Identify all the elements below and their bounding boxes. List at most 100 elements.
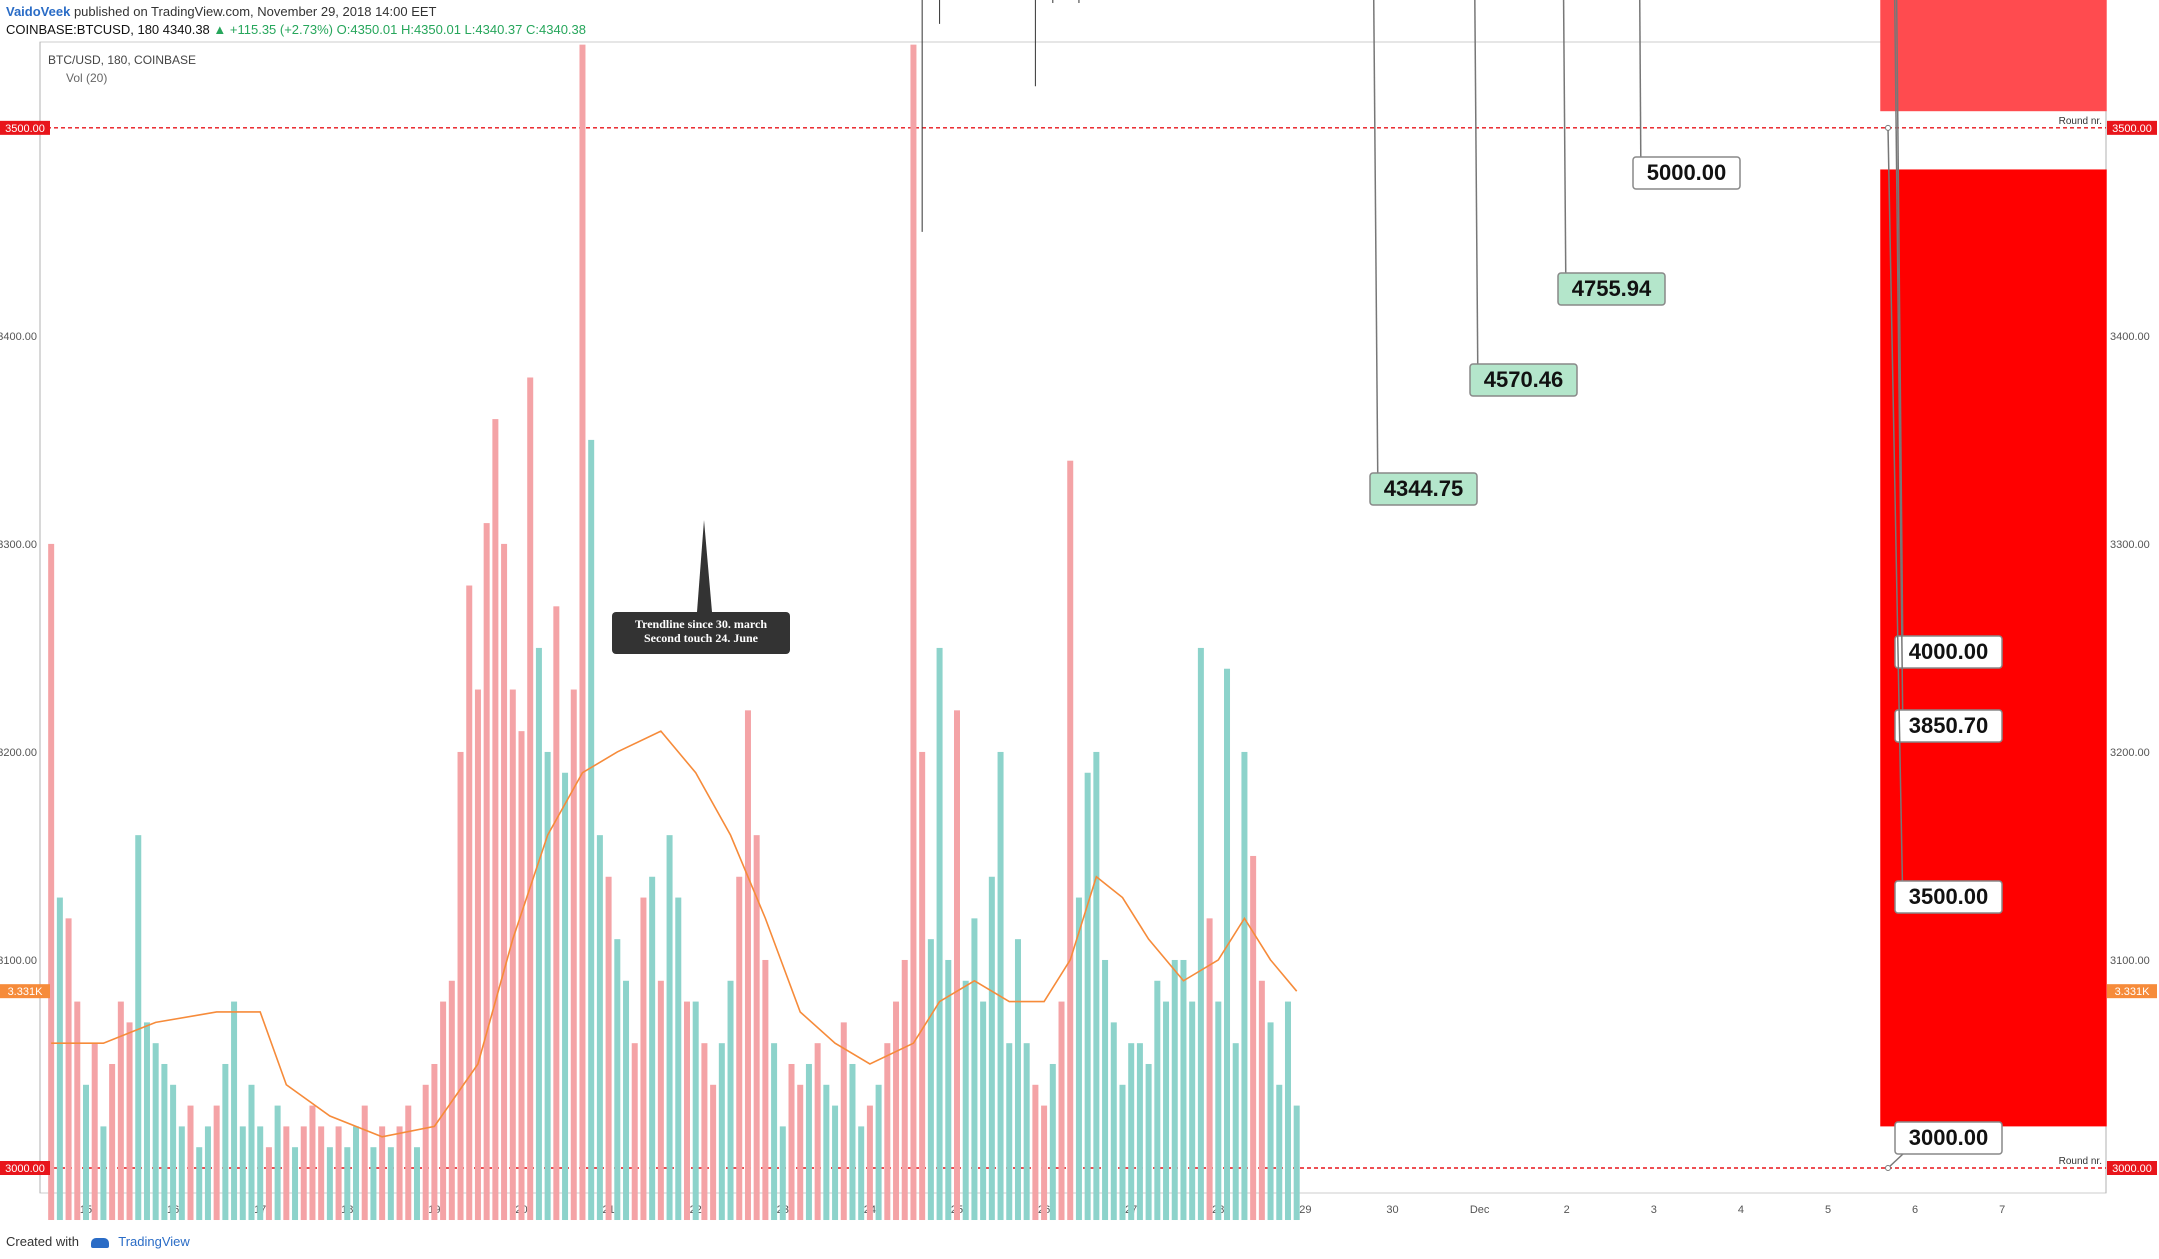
y-tick-label-left: 3100.00 [0, 955, 37, 967]
volume-bar [1206, 918, 1213, 1221]
tradingview-link[interactable]: TradingView [118, 1234, 190, 1249]
author-link[interactable]: VaidoVeek [6, 4, 71, 19]
callout-value: 4570.46 [1484, 367, 1564, 392]
volume-bar [596, 835, 603, 1221]
volume-bar [840, 1022, 847, 1221]
volume-bar [718, 1043, 725, 1221]
callout-box [1632, 156, 1741, 190]
x-tick-label: 2 [1564, 1204, 1570, 1216]
price-tag-right-bg [2107, 984, 2157, 999]
y-tick-label-right: 3200.00 [2110, 747, 2150, 759]
volume-bar [527, 377, 534, 1221]
volume-bar [379, 1126, 386, 1221]
chart-header: VaidoVeek published on TradingView.com, … [0, 0, 2159, 42]
volume-bar [1136, 1043, 1143, 1221]
volume-bar [945, 959, 952, 1221]
callout-box [1894, 1121, 2003, 1155]
volume-bar [901, 959, 908, 1221]
volume-pane-label: Vol (20) [66, 71, 107, 85]
tradingview-logo-icon [90, 1237, 109, 1248]
y-tick-label-right: 3100.00 [2110, 955, 2150, 967]
y-tick-label-left: 3400.00 [0, 331, 37, 343]
volume-bar [1284, 1001, 1291, 1221]
volume-bar [1171, 959, 1178, 1221]
price-tag-right: 3000.00 [2112, 1163, 2152, 1175]
volume-bar [126, 1022, 133, 1221]
volume-bar [710, 1084, 717, 1221]
price-tag-right-bg [2107, 120, 2157, 135]
volume-bar [1224, 668, 1231, 1221]
symbol-line: COINBASE:BTCUSD, 180 4340.38 ▲ +115.35 (… [6, 22, 586, 37]
volume-bar [805, 1063, 812, 1221]
volume-bar [231, 1001, 238, 1221]
volume-bar [135, 835, 142, 1221]
callout-pointer [1895, 0, 1904, 669]
volume-bar [1084, 772, 1091, 1221]
volume-bar [1293, 1105, 1300, 1221]
volume-bar [483, 523, 490, 1221]
volume-bar [117, 1001, 124, 1221]
volume-bar [335, 1126, 342, 1221]
price-tag-right: 3500.00 [2112, 123, 2152, 135]
volume-bar [832, 1105, 839, 1221]
volume-bar [736, 876, 743, 1221]
volume-bar [222, 1063, 229, 1221]
volume-bar [318, 1126, 325, 1221]
volume-bar [1032, 1084, 1039, 1221]
price-tag-left: 3500.00 [5, 123, 45, 135]
volume-bar [1058, 1001, 1065, 1221]
volume-bar [300, 1126, 307, 1221]
volume-bar [657, 980, 664, 1221]
volume-bar [562, 772, 569, 1221]
volume-bar [492, 419, 499, 1221]
volume-bar [100, 1126, 107, 1221]
volume-bar [1014, 939, 1021, 1221]
publish-line: VaidoVeek published on TradingView.com, … [6, 4, 437, 19]
volume-bar [605, 876, 612, 1221]
volume-bar [1250, 855, 1257, 1221]
volume-bar [866, 1105, 873, 1221]
symbol-label: COINBASE:BTCUSD, 180 [6, 22, 160, 37]
volume-bar [1119, 1084, 1126, 1221]
volume-bar [1267, 1022, 1274, 1221]
volume-bar [1075, 897, 1082, 1221]
volume-bar [675, 897, 682, 1221]
volume-bar [1276, 1084, 1283, 1221]
callout-value: 3000.00 [1909, 1125, 1989, 1150]
volume-bar [988, 876, 995, 1221]
price-tag-left-bg [0, 1161, 50, 1175]
x-tick-label: 29 [1299, 1204, 1311, 1216]
y-tick-label-right: 3300.00 [2110, 539, 2150, 551]
volume-bar [344, 1147, 351, 1221]
volume-bar [91, 1043, 98, 1221]
volume-bar [1110, 1022, 1117, 1221]
volume-bar [422, 1084, 429, 1221]
volume-bar [74, 1001, 81, 1221]
zone-rect [1880, 0, 2107, 112]
volume-bar [788, 1063, 795, 1221]
volume-bar [1197, 647, 1204, 1221]
volume-bar [292, 1147, 299, 1221]
price-tag-left: 3.331K [8, 986, 44, 998]
volume-bar [649, 876, 656, 1221]
volume-ma-line [51, 730, 1298, 1138]
callout-value: 3500.00 [1909, 884, 1989, 909]
volume-bar [535, 647, 542, 1221]
volume-bar [544, 751, 551, 1221]
symbol-pane-label: BTC/USD, 180, COINBASE [48, 53, 196, 67]
x-tick-label: 6 [1912, 1204, 1918, 1216]
volume-bar [849, 1063, 856, 1221]
volume-bar [257, 1126, 264, 1221]
volume-bar [631, 1043, 638, 1221]
callout-pointer [1372, 0, 1379, 506]
price-tag-right: 3.331K [2115, 986, 2151, 998]
volume-bar [588, 439, 595, 1221]
volume-bar [274, 1105, 281, 1221]
callout-anchor [1885, 124, 1891, 131]
volume-bar [1215, 1001, 1222, 1221]
volume-bar [779, 1126, 786, 1221]
volume-bar [858, 1126, 865, 1221]
annotation-text: Trendline since 30. march [635, 617, 767, 631]
ohlc-values: O:4350.01 H:4350.01 L:4340.37 C:4340.38 [336, 22, 586, 37]
